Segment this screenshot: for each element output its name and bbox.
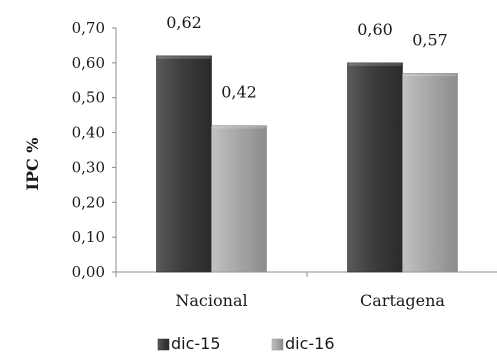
bar-dic-15-nacional: [156, 55, 212, 273]
y-axis-ticks: 0,00 0,10 0,20 0,30 0,40 0,50 0,60 0,70: [72, 19, 308, 281]
category-labels-group: Nacional Cartagena: [175, 291, 445, 310]
data-label-dic-15-cartagena: 0,60: [357, 20, 393, 39]
y-tick-label: 0,60: [72, 54, 105, 72]
legend-item-dic-16: dic-16: [271, 334, 335, 353]
y-tick-label: 0,40: [72, 124, 105, 142]
bar-bevel: [403, 73, 457, 77]
data-label-dic-16-cartagena: 0,57: [412, 30, 448, 49]
bar-dic-16-nacional: [211, 125, 267, 273]
bar-bevel: [157, 55, 211, 59]
legend-label-dic-15: dic-15: [171, 334, 221, 353]
bar-bevel: [348, 62, 402, 66]
data-label-dic-15-nacional: 0,62: [166, 13, 202, 32]
legend-item-dic-15: dic-15: [157, 334, 221, 353]
bars-group: [156, 55, 458, 273]
y-tick-label: 0,00: [72, 263, 105, 281]
y-tick-label: 0,50: [72, 89, 105, 107]
bar-dic-15-cartagena: [347, 62, 403, 273]
y-axis-label: IPC %: [23, 137, 42, 190]
category-label-cartagena: Cartagena: [360, 291, 445, 310]
y-tick-label: 0,70: [72, 19, 105, 37]
legend-label-dic-16: dic-16: [285, 334, 335, 353]
bar-dic-16-cartagena: [402, 73, 458, 273]
bar-bevel: [212, 125, 266, 129]
legend: dic-15 dic-16: [157, 334, 335, 353]
y-tick-label: 0,10: [72, 228, 105, 246]
legend-swatch-dic-16: [271, 338, 284, 351]
data-labels-group: 0,62 0,42 0,60 0,57: [166, 13, 448, 102]
data-label-dic-16-nacional: 0,42: [221, 83, 257, 102]
legend-swatch-dic-15: [157, 338, 170, 351]
y-tick-label: 0,20: [72, 193, 105, 211]
category-label-nacional: Nacional: [175, 291, 247, 310]
y-tick-label: 0,30: [72, 158, 105, 176]
